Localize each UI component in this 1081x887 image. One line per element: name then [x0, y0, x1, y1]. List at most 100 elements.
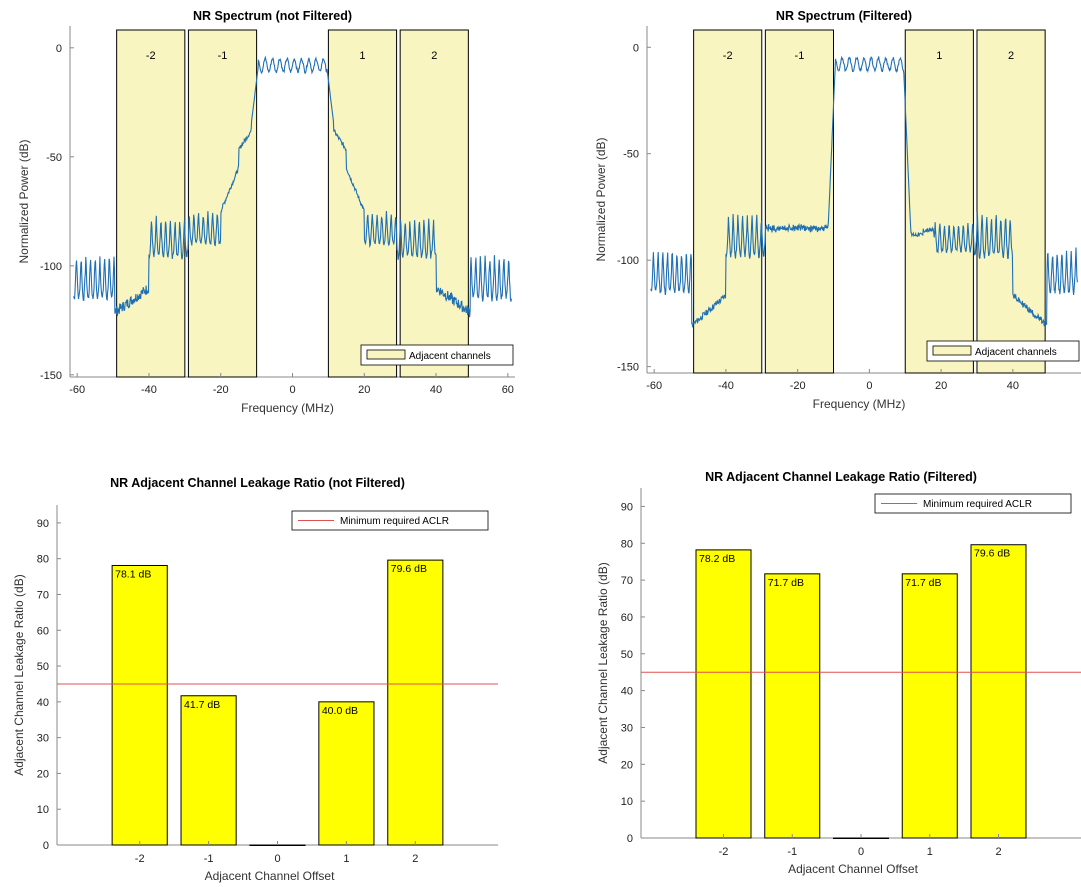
chart-title: NR Adjacent Channel Leakage Ratio (Filte…: [705, 470, 977, 484]
y-tick-label: 70: [621, 575, 633, 587]
aclr-bar-chart: NR Adjacent Channel Leakage Ratio (not F…: [12, 476, 498, 883]
x-tick-label: -1: [204, 853, 214, 865]
channel-label: -2: [146, 50, 156, 62]
adjacent-channel-box: [327, 29, 398, 378]
y-tick-label: 60: [37, 625, 49, 637]
channel-label: 2: [1008, 50, 1014, 62]
y-axis-label: Normalized Power (dB): [17, 139, 31, 263]
x-tick-label: 2: [995, 846, 1001, 858]
bar: [970, 544, 1027, 839]
channel-label: 1: [359, 50, 365, 62]
y-tick-label: -50: [46, 152, 62, 164]
x-tick-label: 20: [358, 384, 370, 396]
x-tick-label: 40: [430, 384, 442, 396]
channel-label: 2: [431, 50, 437, 62]
y-tick-label: 30: [37, 733, 49, 745]
bar: [318, 701, 375, 846]
bar-value-label: 40.0 dB: [322, 705, 358, 717]
x-tick-label: 2: [412, 853, 418, 865]
x-tick-label: -40: [141, 384, 157, 396]
y-axis-label: Adjacent Channel Leakage Ratio (dB): [12, 574, 26, 775]
legend-swatch: [366, 349, 406, 360]
channel-label: 1: [936, 50, 942, 62]
x-tick-label: -2: [135, 853, 145, 865]
y-tick-label: -150: [617, 362, 639, 374]
bar: [249, 844, 306, 846]
y-tick-label: 80: [37, 554, 49, 566]
aclr-bar-chart: NR Adjacent Channel Leakage Ratio (Filte…: [596, 470, 1081, 876]
legend-label: Minimum required ACLR: [923, 499, 1032, 510]
channel-label: -1: [218, 50, 228, 62]
y-tick-label: 20: [621, 759, 633, 771]
x-tick-label: -2: [719, 846, 729, 858]
legend-box: [291, 510, 489, 531]
bar: [387, 559, 444, 846]
y-axis-label: Adjacent Channel Leakage Ratio (dB): [596, 562, 610, 763]
x-tick-label: 0: [866, 380, 872, 392]
adjacent-channel-box: [399, 29, 469, 378]
adjacent-channel-box: [764, 29, 835, 374]
bar-value-label: 79.6 dB: [974, 548, 1010, 560]
x-tick-label: -40: [718, 380, 734, 392]
bar-value-label: 78.2 dB: [699, 553, 735, 565]
legend-box: [874, 493, 1072, 514]
spectrum-plot: NR Spectrum (Filtered) -2 -1 1 2 -60 -40 -20 0 20…: [594, 9, 1081, 411]
x-tick-label: 0: [274, 853, 280, 865]
y-tick-label: 80: [621, 538, 633, 550]
bar-value-label: 71.7 dB: [905, 577, 941, 589]
y-tick-label: -100: [40, 261, 62, 273]
adjacent-channel-box: [904, 29, 974, 374]
bar: [180, 695, 237, 846]
x-tick-label: -60: [69, 384, 85, 396]
y-tick-label: 10: [37, 804, 49, 816]
legend-label: Minimum required ACLR: [340, 516, 449, 527]
bar-value-label: 79.6 dB: [391, 563, 427, 575]
x-tick-label: -60: [646, 380, 662, 392]
channel-label: -1: [795, 50, 805, 62]
bar: [695, 549, 752, 839]
x-axis-label: Adjacent Channel Offset: [788, 862, 919, 876]
y-tick-label: 40: [37, 697, 49, 709]
y-tick-label: 0: [43, 840, 49, 852]
y-tick-label: 0: [56, 43, 62, 55]
x-axis-label: Adjacent Channel Offset: [205, 869, 336, 883]
bar-value-label: 71.7 dB: [768, 577, 804, 589]
x-axis-label: Frequency (MHz): [813, 397, 906, 411]
adjacent-channel-box: [693, 29, 763, 374]
x-tick-label: -20: [790, 380, 806, 392]
y-tick-label: 30: [621, 722, 633, 734]
adjacent-channel-box: [187, 29, 258, 378]
y-tick-label: 90: [37, 518, 49, 530]
x-tick-label: 1: [343, 853, 349, 865]
y-tick-label: 50: [37, 661, 49, 673]
x-tick-label: 40: [1007, 380, 1019, 392]
legend-label: Adjacent channels: [975, 347, 1057, 358]
adjacent-channel-box: [976, 29, 1046, 374]
y-tick-label: 70: [37, 589, 49, 601]
x-tick-label: -1: [787, 846, 797, 858]
y-tick-label: 20: [37, 768, 49, 780]
adjacent-channel-box: [116, 29, 186, 378]
y-tick-label: 40: [621, 686, 633, 698]
x-axis-label: Frequency (MHz): [241, 401, 334, 415]
x-tick-label: 20: [935, 380, 947, 392]
y-tick-label: 0: [627, 833, 633, 845]
spectrum-plot: NR Spectrum (not Filtered) -2 -1 1 2 -60 -40 -2…: [17, 9, 515, 415]
y-tick-label: 60: [621, 612, 633, 624]
bar-value-label: 78.1 dB: [115, 568, 151, 580]
y-tick-label: 0: [633, 42, 639, 54]
y-tick-label: 10: [621, 796, 633, 808]
chart-title: NR Spectrum (not Filtered): [193, 9, 352, 23]
x-tick-label: 0: [289, 384, 295, 396]
bar-value-label: 41.7 dB: [184, 699, 220, 711]
legend-label: Adjacent channels: [409, 351, 491, 362]
x-tick-label: -20: [213, 384, 229, 396]
chart-title: NR Adjacent Channel Leakage Ratio (not F…: [110, 476, 405, 490]
legend-swatch: [932, 345, 972, 356]
y-tick-label: 50: [621, 649, 633, 661]
channel-label: -2: [723, 50, 733, 62]
spectrum-trace: [650, 55, 1078, 328]
spectrum-trace: [73, 55, 512, 318]
y-tick-label: -150: [40, 370, 62, 382]
